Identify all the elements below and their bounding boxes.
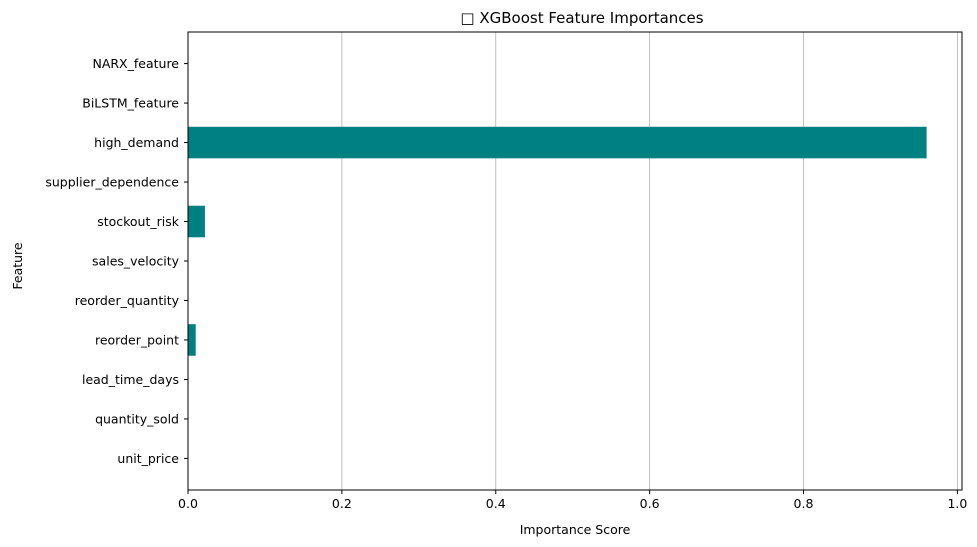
bar-reorder-point <box>188 324 196 356</box>
y-tick-label: sales_velocity <box>92 254 180 269</box>
x-tick-label: 0.6 <box>640 496 660 511</box>
y-tick-label: lead_time_days <box>82 372 179 387</box>
x-axis-label: Importance Score <box>520 522 631 537</box>
chart-title: □ XGBoost Feature Importances <box>460 9 703 27</box>
y-tick-label: unit_price <box>117 451 179 466</box>
y-tick-label: reorder_quantity <box>75 293 180 308</box>
y-tick-label: quantity_sold <box>95 411 179 426</box>
x-axis-ticks: 0.0 0.2 0.4 0.6 0.8 1.0 <box>178 490 967 511</box>
bar-high-demand <box>188 126 927 159</box>
x-tick-label: 1.0 <box>947 496 967 511</box>
x-tick-label: 0.4 <box>486 496 506 511</box>
y-tick-label: BiLSTM_feature <box>82 96 179 111</box>
y-axis-ticks: unit_price quantity_sold lead_time_days reo… <box>45 56 188 466</box>
plot-frame <box>187 31 963 491</box>
y-tick-label: supplier_dependence <box>45 175 179 190</box>
x-tick-label: 0.8 <box>794 496 814 511</box>
bar-stockout-risk <box>188 205 205 238</box>
x-tick-label: 0.2 <box>332 496 352 511</box>
y-axis-label: Feature <box>10 242 25 290</box>
y-tick-label: high_demand <box>94 135 179 150</box>
y-tick-label: NARX_feature <box>92 56 179 71</box>
y-tick-label: stockout_risk <box>97 214 180 229</box>
x-gridlines <box>341 32 958 490</box>
x-tick-label: 0.0 <box>178 496 198 511</box>
bars-group <box>188 126 927 356</box>
y-tick-label: reorder_point <box>95 332 179 347</box>
